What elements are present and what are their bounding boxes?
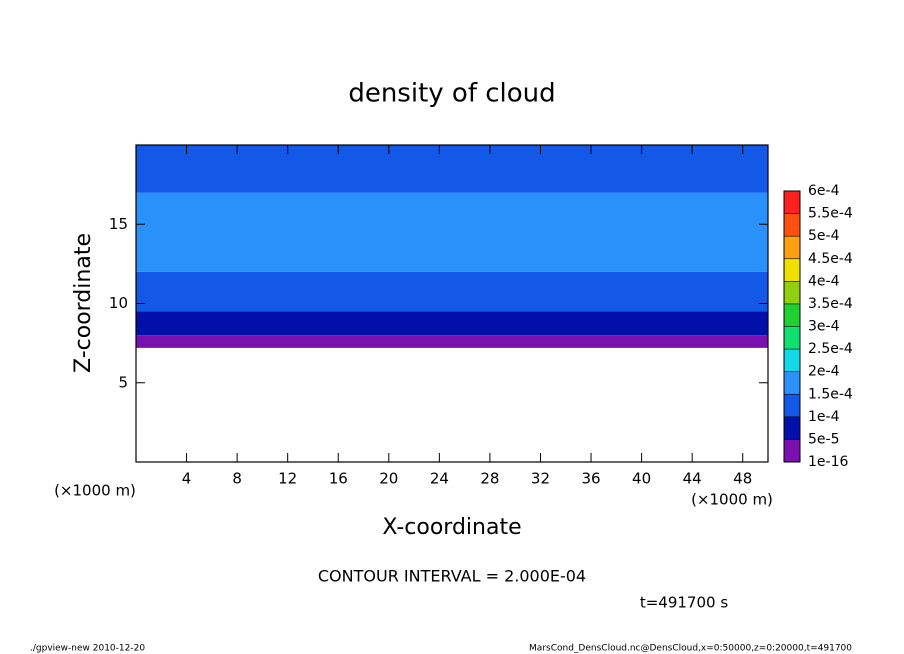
x-tick-label: 8 bbox=[232, 470, 242, 488]
x-tick-label: 20 bbox=[379, 470, 398, 488]
colorbar-band bbox=[784, 303, 800, 327]
colorbar-band bbox=[784, 371, 800, 395]
colorbar-label: 3e-4 bbox=[808, 319, 840, 335]
colorbar-label: 5.5e-4 bbox=[808, 206, 853, 222]
colorbar-label: 4e-4 bbox=[808, 273, 840, 289]
colorbar-label: 5e-4 bbox=[808, 228, 840, 244]
colorbar-label: 6e-4 bbox=[808, 183, 840, 199]
contour-band bbox=[136, 145, 768, 193]
y-tick-label: 5 bbox=[118, 373, 128, 391]
x-tick-label: 40 bbox=[632, 470, 651, 488]
colorbar-band bbox=[784, 258, 800, 282]
colorbar-label: 2e-4 bbox=[808, 364, 840, 380]
colorbar-label: 2.5e-4 bbox=[808, 341, 853, 357]
x-tick-label: 16 bbox=[329, 470, 348, 488]
colorbar-label: 1.5e-4 bbox=[808, 386, 853, 402]
colorbar-band bbox=[784, 349, 800, 372]
contour-band bbox=[136, 335, 768, 348]
x-tick-label: 4 bbox=[182, 470, 192, 488]
colorbar-band bbox=[784, 416, 800, 440]
x-tick-label: 28 bbox=[480, 470, 499, 488]
colorbar-band bbox=[784, 236, 800, 259]
colorbar-label: 3.5e-4 bbox=[808, 296, 853, 312]
x-tick-label: 32 bbox=[531, 470, 550, 488]
contour-interval: CONTOUR INTERVAL = 2.000E-04 bbox=[318, 567, 586, 586]
x-tick-label: 36 bbox=[581, 470, 600, 488]
colorbar-band bbox=[784, 281, 800, 304]
contour-band bbox=[136, 271, 768, 312]
time-label: t=491700 s bbox=[640, 594, 728, 612]
colorbar-label: 1e-4 bbox=[808, 409, 840, 425]
chart-title: density of cloud bbox=[348, 79, 555, 109]
colorbar-band bbox=[784, 213, 800, 237]
colorbar-label: 1e-16 bbox=[808, 454, 848, 470]
x-tick-label: 48 bbox=[733, 470, 752, 488]
contour-band bbox=[136, 311, 768, 336]
x-tick-label: 24 bbox=[430, 470, 449, 488]
contour-band bbox=[136, 192, 768, 272]
colorbar-band bbox=[784, 439, 800, 462]
y-axis-label: Z-coordinate bbox=[71, 233, 96, 373]
colorbar-band bbox=[784, 394, 800, 417]
colorbar-band bbox=[784, 191, 800, 214]
footer-right: MarsCond_DensCloud.nc@DensCloud,x=0:5000… bbox=[529, 644, 852, 654]
colorbar-band bbox=[784, 326, 800, 350]
x-tick-label: 44 bbox=[683, 470, 702, 488]
x-axis-label: X-coordinate bbox=[382, 515, 521, 540]
x-tick-label: 12 bbox=[278, 470, 297, 488]
footer-left: ./gpview-new 2010-12-20 bbox=[30, 644, 145, 654]
x-unit: (×1000 m) bbox=[691, 491, 773, 509]
colorbar-label: 5e-5 bbox=[808, 431, 839, 447]
y-tick-label: 10 bbox=[109, 294, 128, 312]
y-tick-label: 15 bbox=[109, 215, 128, 233]
y-unit: (×1000 m) bbox=[54, 482, 136, 500]
colorbar-label: 4.5e-4 bbox=[808, 251, 853, 267]
